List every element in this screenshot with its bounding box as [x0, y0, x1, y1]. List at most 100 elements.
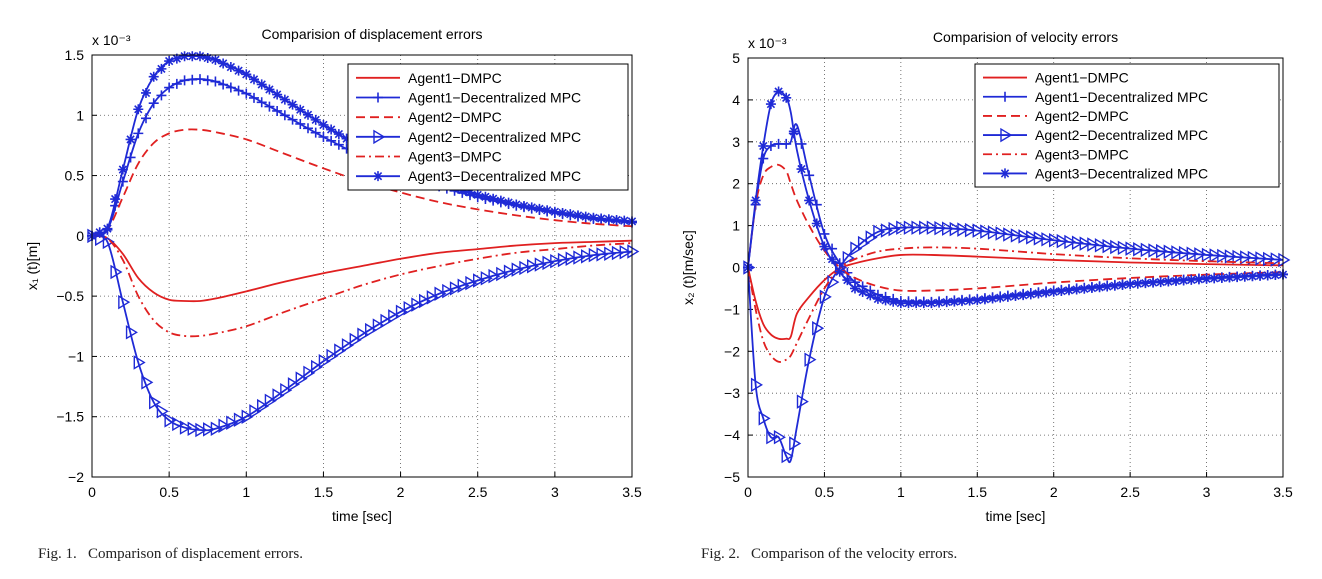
data-point-marker	[102, 223, 113, 234]
data-point-marker	[195, 51, 205, 62]
data-point-marker	[1232, 249, 1245, 265]
data-point-marker	[542, 205, 553, 216]
data-point-marker	[264, 101, 275, 112]
data-point-marker	[473, 273, 486, 288]
data-point-marker	[1133, 242, 1146, 257]
data-point-marker	[1239, 271, 1250, 282]
data-point-marker	[573, 250, 586, 265]
data-point-marker	[604, 246, 617, 261]
data-point-marker	[125, 325, 138, 340]
data-point-marker	[110, 264, 123, 280]
x-tick-label: 2.5	[468, 484, 488, 500]
data-point-marker	[519, 200, 529, 211]
data-point-marker	[1255, 251, 1268, 266]
data-point-marker	[218, 418, 231, 433]
data-point-marker	[804, 195, 815, 206]
data-point-marker	[187, 421, 200, 437]
plot-frame	[91, 54, 633, 478]
data-point-marker	[1033, 288, 1044, 299]
data-point-marker	[796, 394, 809, 409]
data-point-marker	[1056, 286, 1067, 297]
data-point-marker	[488, 193, 499, 204]
data-point-marker	[272, 105, 283, 116]
data-point-marker	[203, 422, 216, 437]
data-point-marker	[1109, 280, 1120, 291]
x-axis-label: time [sec]	[332, 508, 392, 524]
data-point-marker	[781, 92, 792, 103]
legend-marker	[1000, 168, 1010, 179]
data-point-marker	[1201, 273, 1212, 284]
data-point-marker	[596, 213, 607, 224]
data-point-marker	[133, 128, 144, 139]
data-point-marker	[156, 90, 167, 101]
data-point-marker	[311, 359, 324, 375]
data-point-marker	[865, 230, 878, 245]
data-point-marker	[179, 420, 192, 435]
data-point-marker	[1278, 252, 1291, 268]
data-point-marker	[957, 222, 970, 237]
data-point-marker	[896, 220, 909, 235]
y-tick-label: 1	[732, 218, 740, 234]
velocity-error-chart: 0 0.5 1 1.5 2 2.5 3 3.5 −5 −4 −3 −2 −1 0 1 2 3 4 5 Comparis…	[680, 29, 1293, 524]
y-tick-label: 2	[732, 176, 740, 192]
data-point-marker	[804, 170, 815, 181]
x-tick-label: 2	[397, 484, 405, 500]
data-point-marker	[903, 220, 916, 235]
series-6	[743, 86, 1288, 309]
x-tick-label: 1.5	[314, 484, 334, 500]
legend-marker	[1000, 127, 1013, 143]
legend-entry: Agent1−Decentralized MPC	[408, 90, 581, 106]
series-4	[87, 228, 640, 438]
data-point-marker	[842, 275, 853, 286]
data-point-marker	[357, 327, 370, 342]
data-point-marker	[333, 139, 344, 150]
data-point-marker	[202, 75, 213, 86]
data-point-marker	[781, 138, 792, 149]
data-point-marker	[295, 104, 306, 115]
data-point-marker	[588, 212, 599, 223]
data-point-marker	[1247, 250, 1260, 266]
x-tick-label: 1	[242, 484, 250, 500]
legend-entry: Agent1−Decentralized MPC	[1035, 89, 1208, 105]
data-point-marker	[1079, 283, 1090, 294]
data-point-marker	[365, 322, 378, 338]
data-point-marker	[1002, 291, 1013, 302]
data-point-marker	[480, 271, 493, 286]
data-point-marker	[611, 245, 624, 261]
data-point-marker	[503, 197, 514, 208]
data-point-marker	[949, 296, 960, 307]
data-point-marker	[565, 209, 576, 220]
y-tick-label: −1.5	[56, 409, 84, 425]
data-point-marker	[249, 404, 262, 419]
y-tick-label: −3	[724, 385, 740, 401]
data-point-marker	[1071, 235, 1085, 251]
data-point-marker	[773, 429, 786, 445]
x-tick-label: 3	[1203, 484, 1211, 500]
data-point-marker	[526, 202, 537, 213]
legend-box	[347, 63, 629, 191]
data-point-marker	[303, 365, 316, 381]
data-point-marker	[264, 393, 277, 409]
data-point-marker	[1132, 278, 1143, 289]
figure-2-caption: Fig. 2. Comparison of the velocity error…	[701, 546, 958, 562]
data-point-marker	[156, 63, 167, 74]
data-point-marker	[1148, 277, 1159, 288]
data-point-marker	[827, 254, 838, 265]
x-tick-label: 0.5	[159, 484, 179, 500]
data-point-marker	[249, 74, 259, 85]
data-point-marker	[341, 133, 352, 144]
legend-entry: Agent2−Decentralized MPC	[1035, 127, 1208, 143]
y-tick-label: 0	[76, 228, 84, 244]
data-point-marker	[588, 247, 601, 263]
data-point-marker	[110, 194, 121, 205]
data-point-marker	[326, 135, 337, 146]
data-point-marker	[117, 164, 128, 175]
data-point-marker	[1201, 247, 1214, 263]
data-point-marker	[164, 82, 175, 93]
data-point-marker	[1232, 272, 1243, 283]
x-tick-label: 3.5	[1273, 484, 1293, 500]
data-point-marker	[419, 293, 432, 309]
data-point-marker	[403, 300, 416, 316]
data-point-marker	[380, 313, 393, 329]
x-tick-label: 0	[88, 484, 96, 500]
